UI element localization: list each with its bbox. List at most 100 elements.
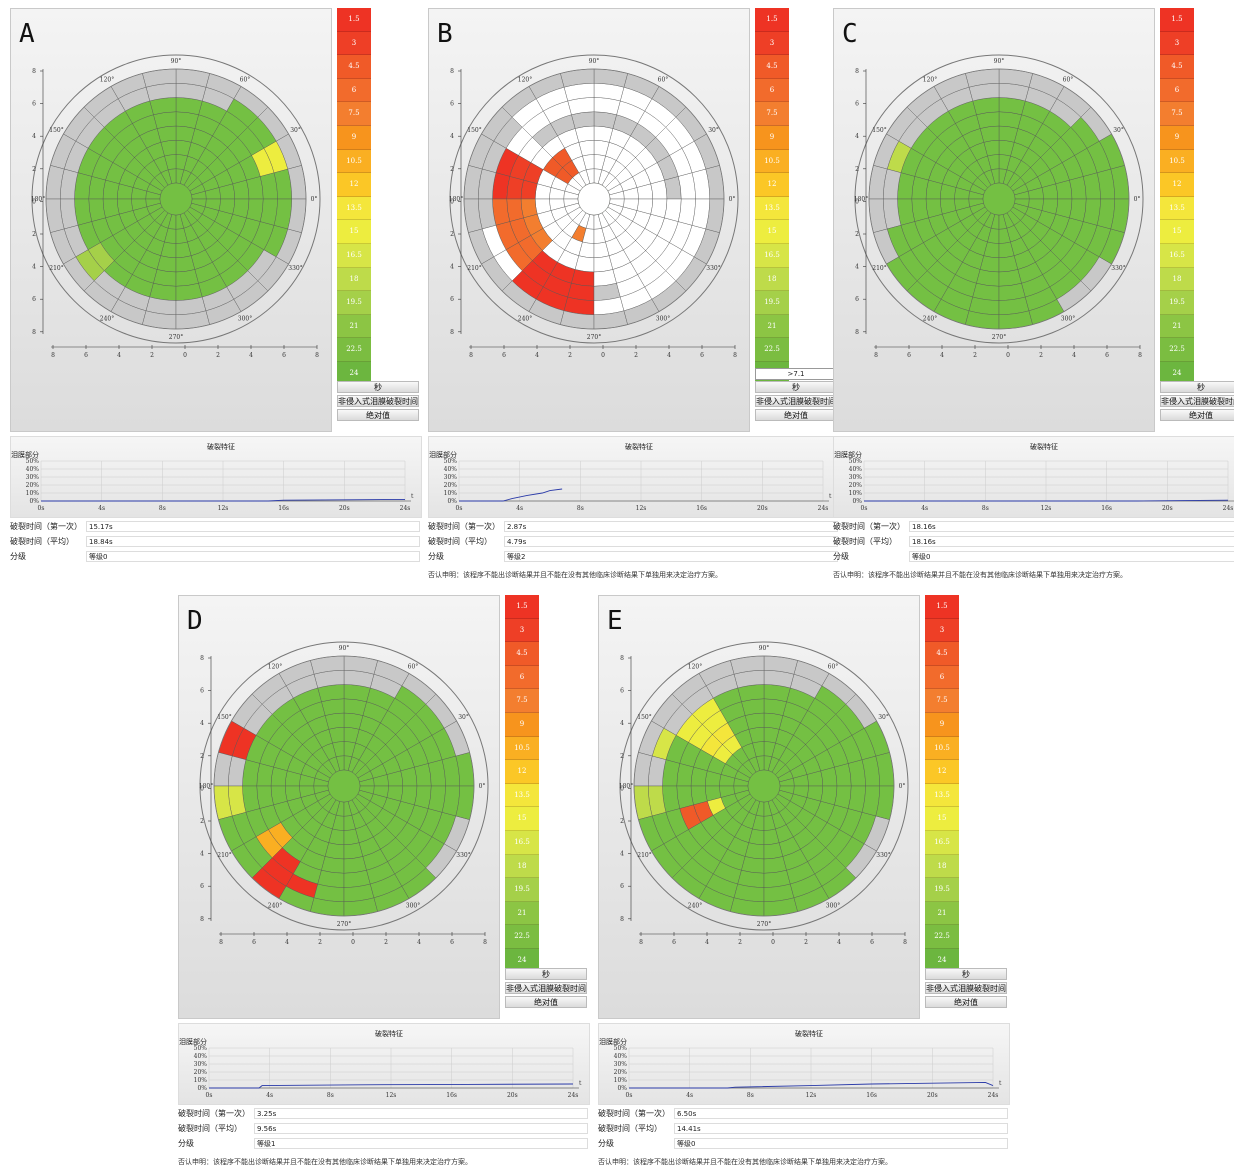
angle-label: 150°	[467, 127, 481, 134]
y-tick: 4	[450, 133, 454, 140]
chart-ylabel: 泪膜部分	[429, 450, 457, 459]
chart-y-tick: 10%	[444, 490, 458, 497]
info-label: 破裂时间（平均）	[10, 537, 74, 546]
breakup-chart: 破裂特征 泪膜部分 50% 40% 30% 20% 10% 0% 0s 4s 8s 12s 16s 20s…	[833, 436, 1234, 518]
panel-e: 90° 60° 30° 0° 330° 300° 270° 240° 210° 180° 150° 1…	[598, 595, 1012, 1166]
info-row-first: 破裂时间（第一次） 3.25s	[178, 1108, 590, 1120]
cornea-cell	[741, 856, 765, 874]
angle-label: 60°	[240, 76, 251, 83]
color-scale-cell: 12	[755, 173, 789, 197]
absolute-button[interactable]: 绝对值	[925, 996, 1007, 1008]
color-scale-cell: 6	[755, 78, 789, 103]
seconds-button[interactable]: 秒	[925, 968, 1007, 980]
color-scale-cell: 22.5	[1160, 338, 1194, 362]
angle-label: 180°	[31, 196, 45, 203]
chart-x-tick: 8s	[159, 505, 166, 512]
cornea-cell	[1055, 198, 1073, 219]
angle-label: 120°	[268, 663, 282, 670]
absolute-button[interactable]: 绝对值	[1160, 409, 1234, 421]
mode-button[interactable]: 非侵入式泪膜破裂时间	[505, 982, 587, 994]
mode-button[interactable]: 非侵入式泪膜破裂时间	[755, 395, 837, 407]
y-tick: 6	[200, 883, 204, 890]
y-tick: 2	[620, 818, 624, 825]
chart-x-tick: 0s	[626, 1092, 633, 1099]
outer-ring	[619, 641, 909, 931]
color-scale-cell: 16.5	[505, 830, 539, 855]
angle-label: 240°	[100, 316, 114, 323]
color-scale-cell: 3	[1160, 31, 1194, 56]
y-tick: 8	[620, 916, 624, 923]
cornea-cell	[571, 111, 595, 129]
color-scale-cell: 6	[505, 665, 539, 690]
color-scale: 1.5 3 4.5 6 7.5 9 10.5 12 13.5 15 16.5 18 19.5 21 22.5…	[505, 595, 539, 973]
y-tick: 8	[32, 68, 36, 75]
polar-plot-area: 90° 60° 30° 0° 330° 300° 270° 240° 210° 180° 150° 1…	[833, 8, 1155, 432]
angle-label: 90°	[339, 645, 350, 652]
angle-label: 0°	[311, 196, 318, 203]
panel-letter: B	[437, 19, 453, 49]
y-tick: 4	[32, 133, 36, 140]
seconds-button[interactable]: 秒	[337, 381, 419, 393]
angle-label: 300°	[406, 903, 420, 910]
cornea-cell	[175, 125, 196, 143]
cornea-cell	[343, 712, 364, 730]
info-row-avg: 破裂时间（平均） 18.84s	[10, 536, 422, 548]
angle-label: 330°	[288, 265, 302, 272]
info-label: 分级	[428, 552, 444, 561]
chart-x-tick: 16s	[696, 505, 707, 512]
info-value: 4.79s	[504, 536, 838, 547]
disclaimer: 否认申明：该程序不能出诊断结果并且不能在没有其他临床诊断结果下单独用来决定治疗方…	[178, 1158, 472, 1166]
y-tick: 8	[450, 68, 454, 75]
breakup-curve	[209, 1083, 574, 1089]
cornea-cell	[571, 269, 595, 287]
chart-y-tick: 50%	[26, 458, 40, 465]
color-scale-cell: 19.5	[1160, 291, 1194, 315]
angle-label: 90°	[759, 645, 770, 652]
angle-label: 30°	[708, 127, 719, 134]
color-scale-cell: 4.5	[337, 55, 371, 79]
color-scale-cell: 4.5	[505, 642, 539, 666]
y-tick: 4	[855, 133, 859, 140]
color-scale-cell: 21	[337, 314, 371, 339]
chart-x-tick: 0s	[861, 505, 868, 512]
color-scale-cell: 16.5	[925, 830, 959, 855]
cornea-cell	[153, 269, 177, 287]
cornea-cell	[741, 698, 765, 716]
absolute-button[interactable]: 绝对值	[755, 409, 837, 421]
panel-letter: A	[19, 19, 35, 49]
cornea-cell	[593, 111, 617, 129]
mode-button[interactable]: 非侵入式泪膜破裂时间	[337, 395, 419, 407]
chart-x-label: t	[579, 1080, 582, 1087]
mode-button[interactable]: 非侵入式泪膜破裂时间	[1160, 395, 1234, 407]
color-scale: 1.5 3 4.5 6 7.5 9 10.5 12 13.5 15 16.5 18 19.5 21 22.5…	[925, 595, 959, 973]
info-row-avg: 破裂时间（平均） 14.41s	[598, 1123, 1010, 1135]
info-row-grade: 分级 等级0	[10, 551, 422, 563]
seconds-button[interactable]: 秒	[755, 381, 837, 393]
chart-title: 破裂特征	[207, 442, 235, 451]
cornea-cell	[343, 856, 367, 874]
chart-y-tick: 10%	[194, 1077, 208, 1084]
absolute-button[interactable]: 绝对值	[337, 409, 419, 421]
seconds-button[interactable]: 秒	[1160, 381, 1234, 393]
chart-x-tick: 20s	[507, 1092, 518, 1099]
seconds-button[interactable]: 秒	[505, 968, 587, 980]
chart-y-tick: 40%	[849, 466, 863, 473]
cornea-cell	[343, 698, 367, 716]
angle-label: 150°	[49, 127, 63, 134]
y-tick: 2	[450, 166, 454, 173]
mode-button[interactable]: 非侵入式泪膜破裂时间	[925, 982, 1007, 994]
color-scale-cell: 18	[505, 854, 539, 879]
info-row-grade: 分级 等级1	[178, 1138, 590, 1150]
y-tick: 4	[620, 720, 624, 727]
info-label: 破裂时间（平均）	[428, 537, 492, 546]
polar-map: 90° 60° 30° 0° 330° 300° 270° 240° 210° 180° 150° 1…	[449, 54, 739, 359]
color-scale-cell: 4.5	[925, 642, 959, 666]
cornea-cell	[1069, 176, 1087, 200]
absolute-button[interactable]: 绝对值	[505, 996, 587, 1008]
color-scale-cell: 10.5	[1160, 149, 1194, 174]
angle-label: 30°	[1113, 127, 1124, 134]
breakup-chart: 破裂特征 泪膜部分 50% 40% 30% 20% 10% 0% 0s 4s 8s 12s 16s 20s…	[598, 1023, 1010, 1105]
panel-letter: E	[607, 606, 623, 636]
info-value: 15.17s	[86, 521, 420, 532]
breakup-chart: 破裂特征 泪膜部分 50% 40% 30% 20% 10% 0% 0s 4s 8s 12s 16s 20s…	[428, 436, 840, 518]
